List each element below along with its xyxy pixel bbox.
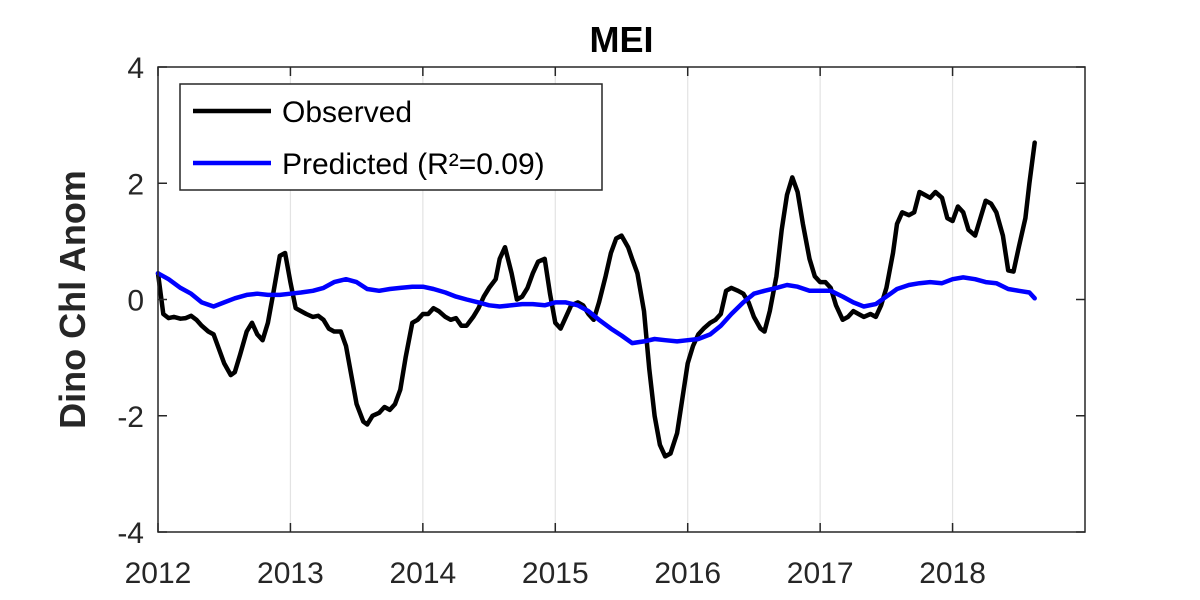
x-tick-label: 2013	[257, 557, 324, 590]
x-tick-label: 2016	[654, 557, 721, 590]
y-tick-label: -2	[117, 401, 144, 434]
y-tick-label: -4	[117, 517, 144, 550]
x-tick-label: 2015	[522, 557, 589, 590]
legend-label: Observed	[282, 96, 412, 129]
chart-title: MEI	[589, 19, 653, 60]
series-line-observed	[155, 140, 1037, 459]
legend-label: Predicted (R²=0.09)	[282, 148, 545, 181]
ticks: 2012 2013 2014 2015 2016 2017 2018 -4 -2 0 2 4	[117, 52, 1085, 590]
x-tick-label: 2012	[125, 557, 192, 590]
y-axis-label: Dino Chl Anom	[52, 170, 93, 429]
x-tick-label: 2014	[389, 557, 456, 590]
y-tick-label: 0	[127, 285, 144, 318]
legend: Observed Predicted (R²=0.09)	[179, 83, 603, 191]
series-line-predicted	[155, 271, 1037, 346]
y-tick-label: 4	[127, 52, 144, 85]
x-tick-label: 2017	[787, 557, 854, 590]
y-tick-label: 2	[127, 168, 144, 201]
x-tick-label: 2018	[919, 557, 986, 590]
series-layer	[155, 140, 1037, 459]
legend-box	[179, 83, 603, 191]
